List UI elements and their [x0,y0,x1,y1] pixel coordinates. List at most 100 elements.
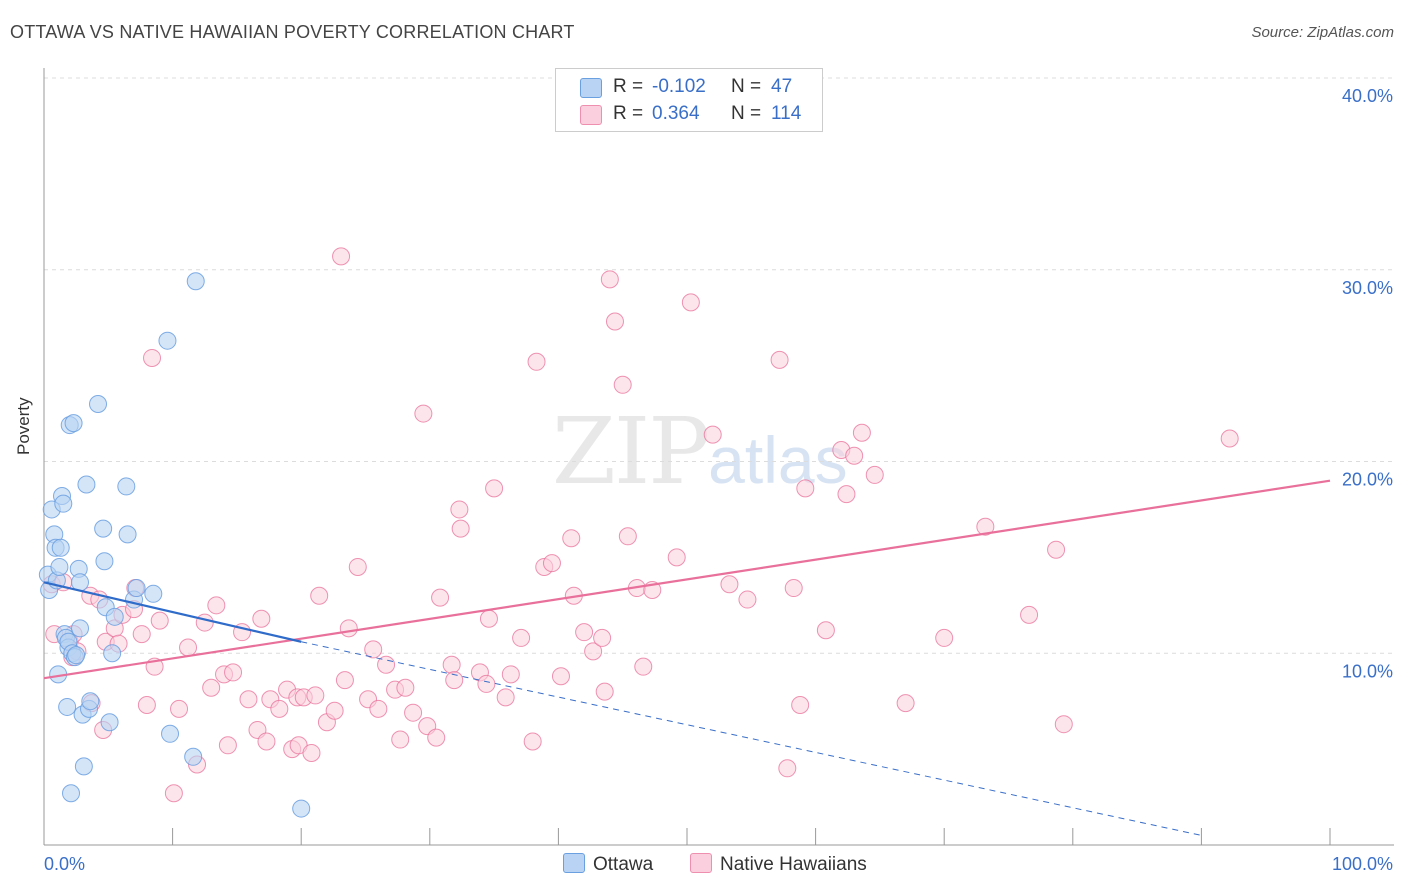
point-ottawa [62,784,81,803]
point-ottawa [161,724,180,743]
point-ottawa [74,757,93,776]
point-native-hawaiians [202,678,221,697]
chart-title: OTTAWA VS NATIVE HAWAIIAN POVERTY CORREL… [10,22,575,42]
point-native-hawaiians [348,557,367,576]
y-tick-label: 40.0% [1342,86,1393,106]
point-native-hawaiians [164,784,183,803]
point-native-hawaiians [310,586,329,605]
point-native-hawaiians [170,699,189,718]
point-native-hawaiians [816,621,835,640]
y-axis-label: Poverty [14,397,33,455]
point-native-hawaiians [391,730,410,749]
point-native-hawaiians [837,485,856,504]
point-ottawa [144,584,163,603]
point-ottawa [89,394,108,413]
point-native-hawaiians [335,671,354,690]
point-native-hawaiians [852,423,871,442]
point-native-hawaiians [442,655,461,674]
point-native-hawaiians [218,736,237,755]
point-native-hawaiians [369,699,388,718]
point-native-hawaiians [667,548,686,567]
point-native-hawaiians [551,667,570,686]
point-ottawa [54,494,73,513]
point-native-hawaiians [791,696,810,715]
point-native-hawaiians [542,554,561,573]
point-native-hawaiians [613,375,632,394]
point-native-hawaiians [523,732,542,751]
point-ottawa [158,331,177,350]
point-native-hawaiians [364,640,383,659]
point-native-hawaiians [132,625,151,644]
point-native-hawaiians [593,628,612,647]
point-native-hawaiians [496,688,515,707]
point-ottawa [103,644,122,663]
trendline-native-hawaiians [43,479,1331,680]
point-native-hawaiians [414,404,433,423]
point-native-hawaiians [485,479,504,498]
point-native-hawaiians [1020,605,1039,624]
point-ottawa [67,646,86,665]
bottom-legend-label-ottawa: Ottawa [593,854,654,875]
x-tick-label-min: 0.0% [44,854,85,874]
point-native-hawaiians [479,609,498,628]
point-native-hawaiians [302,743,321,762]
bottom-legend-swatch-ottawa [563,853,585,873]
point-native-hawaiians [501,665,520,684]
point-native-hawaiians [575,623,594,642]
legend-r-value-ottawa: -0.102 [652,76,706,97]
point-native-hawaiians [796,479,815,498]
source-label: Source: ZipAtlas.com [1251,24,1394,41]
legend-swatch-native-hawaiians [580,105,602,125]
point-native-hawaiians [451,519,470,538]
watermark-zip: ZIP [552,398,710,505]
correlation-legend: R = -0.102 N = 47 R = 0.364 N = 114 [555,68,823,132]
point-native-hawaiians [332,247,351,266]
point-native-hawaiians [396,678,415,697]
point-native-hawaiians [224,663,243,682]
point-ottawa [77,475,96,494]
point-ottawa [186,272,205,291]
point-native-hawaiians [935,628,954,647]
legend-r-label: R = [613,76,644,97]
point-native-hawaiians [618,527,637,546]
point-native-hawaiians [150,611,169,630]
legend-row-native-hawaiians: R = 0.364 N = 114 [556,101,822,127]
point-native-hawaiians [584,642,603,661]
point-native-hawaiians [976,517,995,536]
legend-n-value-native-hawaiians: 114 [771,103,802,124]
legend-swatch-ottawa [580,78,602,98]
point-native-hawaiians [527,352,546,371]
point-native-hawaiians [257,732,276,751]
point-native-hawaiians [562,529,581,548]
point-native-hawaiians [427,728,446,747]
legend-n-label: N = [731,103,762,124]
watermark: ZIPatlas [552,398,848,505]
point-native-hawaiians [445,671,464,690]
point-native-hawaiians [404,703,423,722]
point-native-hawaiians [784,579,803,598]
point-native-hawaiians [306,686,325,705]
point-ottawa [64,414,83,433]
point-native-hawaiians [325,701,344,720]
point-native-hawaiians [778,759,797,778]
point-native-hawaiians [239,690,258,709]
point-native-hawaiians [195,613,214,632]
y-tick-label: 20.0% [1342,470,1393,490]
watermark-atlas: atlas [708,423,848,497]
legend-n-value-ottawa: 47 [771,76,793,97]
x-tick-label-max: 100.0% [1332,854,1393,874]
point-native-hawaiians [207,596,226,615]
point-ottawa [95,552,114,571]
point-ottawa [105,607,124,626]
point-native-hawaiians [845,446,864,465]
point-native-hawaiians [431,588,450,607]
point-ottawa [292,799,311,818]
point-ottawa [58,697,77,716]
point-native-hawaiians [179,638,198,657]
point-ottawa [94,519,113,538]
legend-row-ottawa: R = -0.102 N = 47 [556,74,822,100]
point-ottawa [51,538,70,557]
point-native-hawaiians [270,699,289,718]
point-native-hawaiians [600,270,619,289]
